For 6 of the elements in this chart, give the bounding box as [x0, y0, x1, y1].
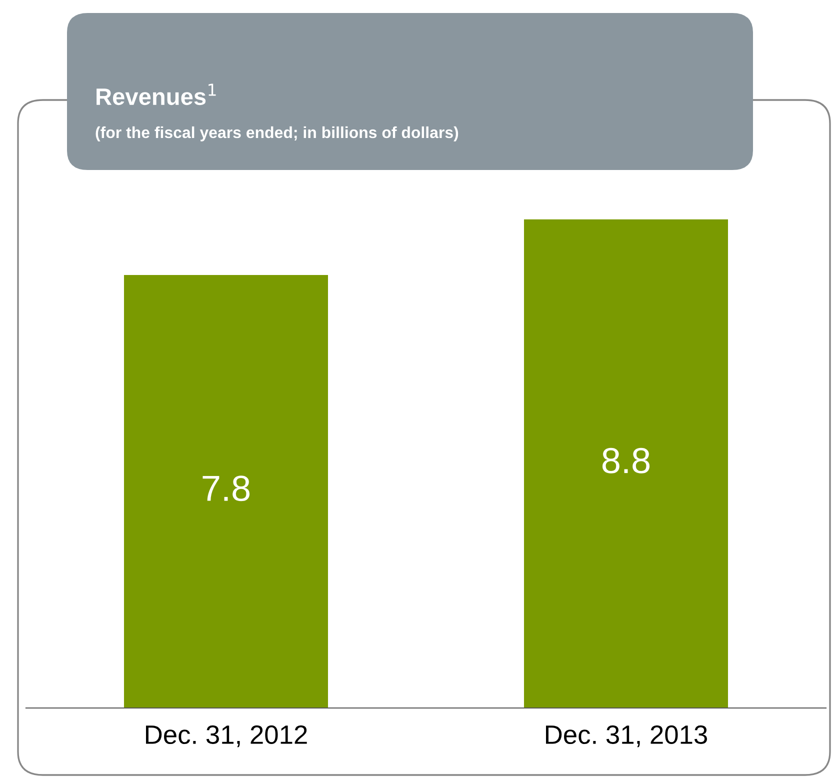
chart-title: Revenues$^{1}$ — [96, 84, 216, 106]
x-tick-label: Dec. 31, 2013 — [546, 725, 707, 748]
chart-subtitle: (for the fiscal years ended; in billions of dollars) — [96, 126, 458, 142]
x-tick-label: Dec. 31, 2012 — [146, 725, 307, 748]
data-label: 8.8 — [602, 448, 650, 474]
data-label: 7.8 — [202, 476, 250, 502]
